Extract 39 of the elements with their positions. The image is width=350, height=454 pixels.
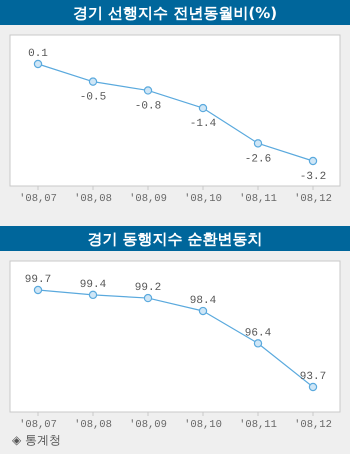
x-tick-label: '08,12	[294, 419, 332, 431]
data-label: 99.7	[24, 274, 52, 286]
point	[88, 290, 98, 300]
point	[254, 339, 262, 348]
point	[308, 156, 318, 166]
data-label: -1.4	[190, 118, 217, 130]
point	[144, 294, 152, 302]
data-label: -3.2	[300, 171, 326, 183]
data-label: 93.7	[300, 371, 326, 383]
x-tick-label: '08,11	[239, 193, 277, 205]
x-tick-label: '08,11	[239, 419, 277, 431]
chart-title: 경기 동행지수 순환변동치	[87, 230, 263, 248]
data-label: 96.4	[244, 327, 272, 340]
point	[88, 77, 98, 86]
point	[308, 382, 318, 392]
point	[198, 306, 208, 316]
x-tick-label: '08,07	[19, 193, 57, 205]
data-label: -2.6	[244, 153, 272, 166]
data-label: 0.1	[28, 48, 48, 60]
data-label: 98.4	[190, 295, 217, 308]
data-label: 99.2	[134, 282, 162, 294]
data-label: -0.8	[134, 100, 162, 112]
x-tick-label: '08,10	[184, 193, 222, 205]
data-label: -0.5	[80, 92, 106, 104]
data-label: 99.4	[80, 278, 107, 291]
point	[144, 86, 152, 95]
x-tick-label: '08,09	[129, 419, 167, 431]
point	[254, 139, 262, 148]
chart-title: 경기 선행지수 전년동월비(%)	[72, 4, 278, 22]
x-tick-label: '08,10	[184, 419, 222, 431]
point	[34, 286, 42, 294]
x-tick-label: '08,12	[294, 193, 332, 205]
x-tick-label: '08,08	[74, 193, 112, 205]
point	[34, 60, 42, 68]
text: ◈ 통계청	[12, 433, 62, 447]
x-tick-label: '08,08	[74, 419, 112, 431]
x-tick-label: '08,09	[129, 193, 167, 205]
x-tick-label: '08,07	[19, 419, 57, 431]
point	[198, 104, 208, 112]
